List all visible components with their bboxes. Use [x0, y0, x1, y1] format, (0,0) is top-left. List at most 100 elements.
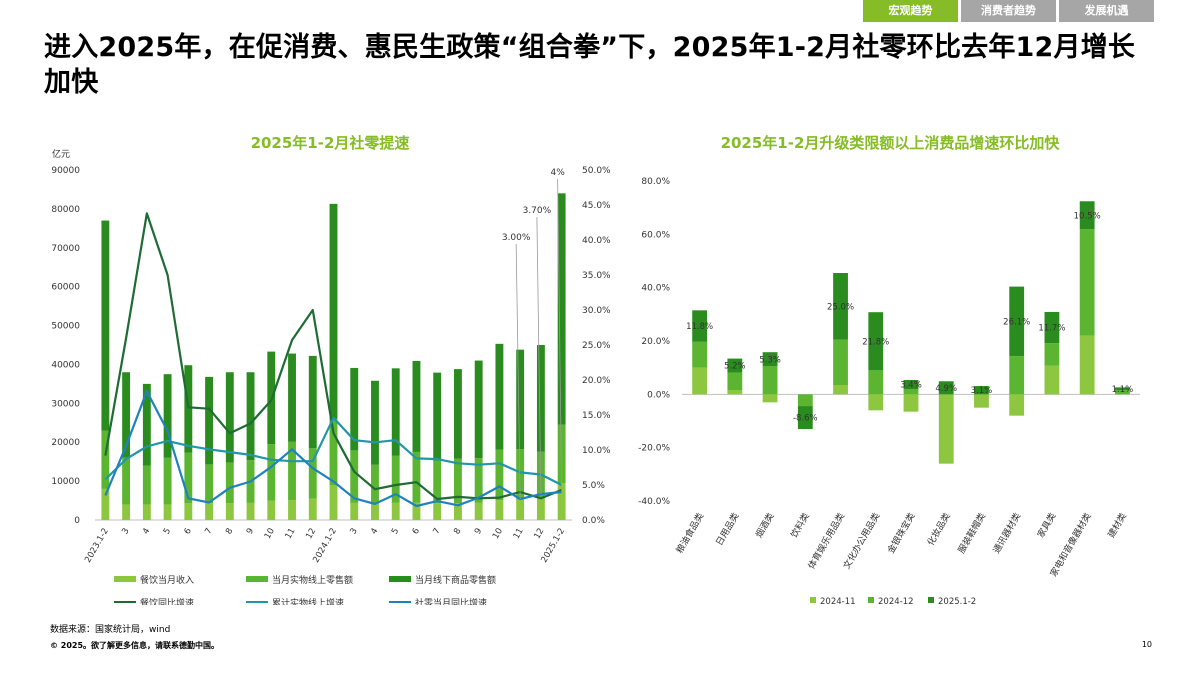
legend-label: 2024-12 [878, 597, 914, 607]
bar-segment [142, 504, 151, 520]
bar-segment [903, 379, 919, 389]
y2-tick-label: 0.0% [582, 516, 605, 526]
bar-segment [833, 273, 848, 340]
bar-segment [1044, 311, 1060, 344]
x-tick-label: 通讯器材类 [990, 511, 1023, 556]
bar-segment [308, 448, 317, 499]
legend-swatch [389, 576, 411, 582]
bar-segment [184, 503, 193, 520]
legend-swatch [114, 576, 136, 582]
x-tick-label: 日用品类 [713, 511, 741, 548]
bar-segment [1044, 343, 1060, 366]
y2-tick-label: 35.0% [582, 271, 611, 281]
line-series [104, 390, 562, 508]
bar-segment [371, 464, 379, 504]
bar-segment [1079, 201, 1095, 230]
x-tick-label: 11 [512, 527, 526, 541]
bar-segment [536, 345, 545, 452]
legend-label: 累计实物线上增速 [272, 597, 344, 605]
x-tick-label: 家具类 [1035, 511, 1059, 540]
annotation-label: 3.00% [502, 233, 531, 243]
line-series [104, 416, 563, 486]
y2-tick-label: 25.0% [582, 341, 611, 351]
bar-segment [308, 355, 317, 449]
annotation-leader [515, 243, 521, 500]
bar-segment [433, 503, 442, 520]
right-chart-title: 2025年1-2月升级类限额以上消费品增速环比加快 [720, 134, 1060, 152]
bar-segment [122, 457, 131, 505]
y-tick-label: 40.0% [641, 284, 670, 294]
bar-segment [205, 464, 214, 504]
bar-segment [974, 386, 989, 395]
x-tick-label: 4 [369, 527, 380, 537]
legend-label: 当月实物线上零售额 [272, 574, 353, 586]
data-label: 5.2% [724, 362, 746, 372]
y2-tick-label: 10.0% [582, 446, 611, 456]
x-tick-label: 化妆品类 [924, 511, 952, 548]
bar-segment [495, 343, 504, 450]
y-tick-label: 60000 [51, 283, 80, 293]
bar-segment [101, 488, 110, 520]
bar-segment [412, 360, 421, 452]
x-tick-label: 烟酒类 [753, 511, 777, 540]
y-tick-label: 50000 [51, 322, 80, 332]
bar-segment [474, 502, 483, 520]
bar-segment [833, 385, 848, 395]
bar-segment [692, 367, 708, 395]
x-tick-label: 服装鞋帽类 [955, 511, 988, 556]
x-tick-label: 4 [141, 527, 152, 537]
bar-segment [727, 358, 743, 373]
x-tick-label: 文化办公用品类 [840, 511, 882, 572]
x-tick-label: 11 [284, 527, 298, 541]
y-tick-label: 90000 [51, 166, 80, 176]
bar-segment [692, 341, 708, 368]
y2-tick-label: 5.0% [582, 481, 605, 491]
bar-segment [288, 353, 296, 442]
bar-segment [1009, 394, 1025, 416]
legend-swatch [810, 597, 816, 603]
x-tick-label: 5 [390, 527, 401, 537]
tab-opportunities[interactable]: 发展机遇 [1059, 0, 1154, 22]
bar-segment [225, 372, 234, 463]
data-label: 5.3% [759, 355, 781, 365]
bar-segment [391, 368, 400, 456]
bar-segment [516, 349, 525, 450]
bar-segment [903, 389, 919, 395]
bar-segment [101, 220, 110, 431]
bar-segment [453, 369, 462, 459]
y2-tick-label: 45.0% [582, 201, 611, 211]
x-tick-label: 建材类 [1105, 511, 1129, 540]
legend-label: 2024-11 [820, 597, 856, 607]
x-tick-label: 粮油食品类 [673, 511, 706, 556]
bar-segment [163, 374, 172, 458]
bar-segment [246, 502, 255, 520]
bar-segment [1009, 286, 1025, 357]
bar-segment [536, 498, 545, 520]
x-tick-label: 6 [411, 527, 422, 537]
x-tick-label: 饮料类 [788, 511, 812, 540]
bar-segment [329, 418, 338, 485]
bar-segment [267, 500, 276, 520]
bar-segment [762, 366, 778, 395]
bar-segment [453, 503, 462, 520]
bar-segment [163, 457, 172, 505]
legend-label: 餐饮当月收入 [140, 574, 194, 586]
bar-segment [762, 352, 778, 367]
tab-consumer-trends[interactable]: 消费者趋势 [961, 0, 1056, 22]
bar-segment [903, 394, 919, 412]
bar-segment [557, 424, 566, 484]
bar-segment [474, 360, 483, 459]
bar-segment [557, 483, 566, 520]
x-tick-label: 8 [224, 527, 235, 537]
y2-tick-label: 30.0% [582, 306, 611, 316]
x-tick-label: 7 [203, 527, 214, 537]
tab-macro-trends[interactable]: 宏观趋势 [863, 0, 958, 22]
y2-tick-label: 50.0% [582, 166, 611, 176]
bar-segment [974, 394, 989, 408]
y-tick-label: 80.0% [641, 177, 670, 187]
bar-segment [474, 458, 483, 503]
bar-segment [797, 394, 813, 407]
y-tick-label: 0 [74, 516, 80, 526]
legend-label: 当月线下商品零售额 [415, 574, 496, 586]
bar-segment [184, 365, 193, 453]
